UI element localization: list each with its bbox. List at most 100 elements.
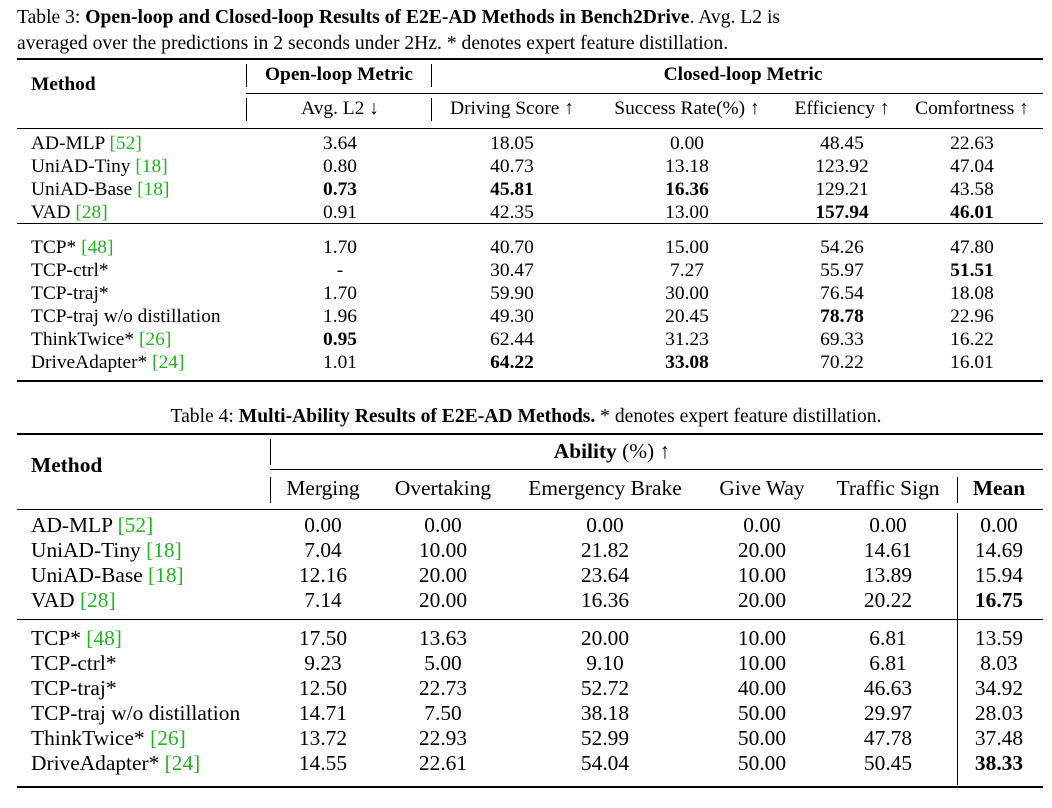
value-cell: 18.05 [490,133,534,154]
method-name-cell: UniAD-Base [18] [31,178,169,201]
value-cell: 40.00 [737,676,787,700]
value-cell: 8.03 [980,651,1018,675]
value-cell: 22.93 [418,726,468,750]
table4-column-header: Overtaking [394,476,492,500]
value-cell: 20.00 [580,626,630,650]
value-cell: 12.50 [298,676,348,700]
value-cell: 10.00 [737,563,787,587]
value-cell: 5.00 [424,651,462,675]
method-name: UniAD-Tiny [31,538,147,562]
value-cell: 7.27 [670,260,704,281]
value-cell: 0.00 [743,513,781,537]
citation: [28] [75,202,108,223]
value-cell: 129.21 [815,179,869,200]
table3-caption-rest2: averaged over the predictions in 2 secon… [17,33,729,54]
value-cell: 30.00 [665,283,709,304]
value-cell: 59.90 [490,283,534,304]
table3-top-rule [17,58,1043,60]
citation: [24] [164,751,201,775]
table3-super-rule [246,93,1043,94]
method-name-cell: TCP-ctrl* [31,259,109,282]
value-cell: 1.70 [323,237,357,258]
value-cell: 13.63 [418,626,468,650]
citation: [26] [150,726,186,750]
value-cell: 0.73 [323,179,357,200]
value-cell: 14.61 [863,538,913,562]
table4: Method Ability (%) ↑ Merging Overtaking Em… [17,433,1043,793]
value-cell: 15.00 [665,237,709,258]
method-name: TCP-ctrl* [31,651,117,675]
table4-column-header: Emergency Brake [528,476,682,500]
table3-column-header: Comfortness ↑ [915,98,1029,119]
value-cell: 0.00 [980,513,1018,537]
value-cell: 34.92 [974,676,1024,700]
value-cell: 20.00 [418,588,468,612]
value-cell: 16.75 [974,588,1024,612]
table4-vbar [957,513,958,785]
table3-column-header: Efficiency ↑ [794,98,890,119]
table4-ability-unit: (%) ↑ [616,439,671,463]
value-cell: 0.00 [586,513,624,537]
value-cell: 47.78 [863,726,913,750]
method-name-cell: AD-MLP [52] [31,513,153,538]
table4-caption-title: Multi-Ability Results of E2E-AD Methods. [238,406,596,427]
table4-super-rule [270,469,1043,470]
value-cell: 50.00 [737,726,787,750]
table3-group-rule [17,223,1043,224]
value-cell: 31.23 [665,329,709,350]
citation: [18] [148,563,184,587]
value-cell: 21.82 [580,538,630,562]
value-cell: 20.00 [737,538,787,562]
value-cell: 123.92 [815,156,869,177]
table4-vbar [270,439,271,465]
table3-closed-loop-header: Closed-loop Metric [663,64,823,85]
value-cell: 38.18 [580,701,630,725]
value-cell: 40.70 [490,237,534,258]
table4-top-rule [17,433,1043,435]
value-cell: 64.22 [490,352,534,373]
method-name-cell: TCP* [48] [31,626,122,651]
table3-column-header: Success Rate(%) ↑ [614,98,760,119]
method-name-cell: TCP-ctrl* [31,651,117,676]
method-name-cell: VAD [28] [31,201,108,224]
value-cell: 157.94 [815,202,869,223]
value-cell: 0.95 [323,329,357,350]
value-cell: 1.01 [323,352,357,373]
method-name-cell: ThinkTwice* [26] [31,328,171,351]
value-cell: 28.03 [974,701,1024,725]
value-cell: 20.00 [418,563,468,587]
value-cell: 10.00 [737,651,787,675]
value-cell: 49.30 [490,306,534,327]
value-cell: 20.00 [737,588,787,612]
table4-method-header: Method [31,453,103,477]
citation: [24] [152,352,185,373]
table4-bottom-rule [17,786,1043,788]
method-name: ThinkTwice* [31,726,151,750]
value-cell: 9.23 [304,651,342,675]
method-name-cell: DriveAdapter* [24] [31,351,184,374]
method-name: DriveAdapter* [31,751,165,775]
method-name-cell: TCP-traj* [31,282,109,305]
table4-caption-label: Table 4: [170,406,234,427]
value-cell: 14.55 [298,751,348,775]
value-cell: 10.00 [737,626,787,650]
value-cell: 50.45 [863,751,913,775]
value-cell: 13.72 [298,726,348,750]
value-cell: 7.04 [304,538,342,562]
value-cell: 38.33 [974,751,1024,775]
value-cell: 10.00 [418,538,468,562]
method-name: UniAD-Base [31,179,138,200]
table3-vbar [431,64,432,87]
table3-method-header: Method [31,74,96,95]
value-cell: 1.96 [323,306,357,327]
value-cell: 14.71 [298,701,348,725]
table4-group-rule [17,619,1043,620]
method-name-cell: AD-MLP [52] [31,132,142,155]
table3-caption-rest1: . Avg. L2 is [689,7,781,28]
table3-vbar [246,64,247,87]
value-cell: 47.04 [950,156,994,177]
value-cell: 37.48 [974,726,1024,750]
value-cell: 62.44 [490,329,534,350]
table3-open-loop-header: Open-loop Metric [264,64,414,85]
value-cell: 18.08 [950,283,994,304]
